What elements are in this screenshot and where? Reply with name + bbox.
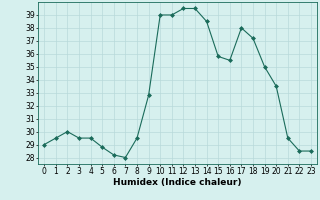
X-axis label: Humidex (Indice chaleur): Humidex (Indice chaleur)	[113, 178, 242, 187]
